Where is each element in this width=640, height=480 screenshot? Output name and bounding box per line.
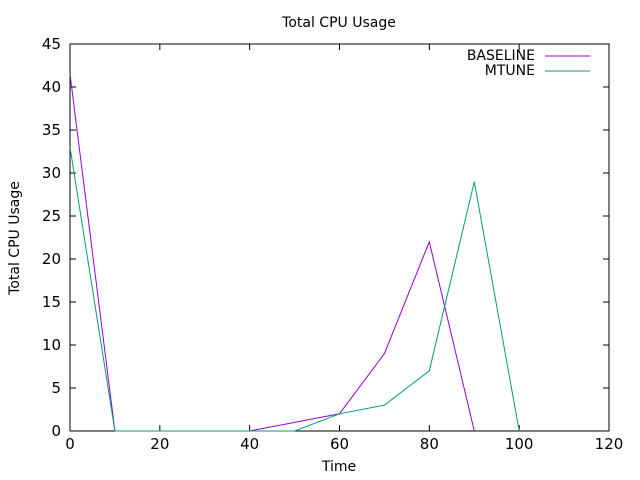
x-axis-title: Time (321, 459, 356, 475)
y-tick-label: 25 (42, 207, 61, 225)
x-tick-label: 100 (505, 435, 534, 453)
y-tick-label: 45 (42, 35, 61, 53)
y-tick-label: 5 (51, 379, 61, 397)
y-tick-label: 30 (42, 164, 61, 182)
series-layer (69, 74, 520, 432)
chart-title: Total CPU Usage (281, 15, 396, 31)
legend-label-mtune: MTUNE (485, 63, 535, 79)
x-tick-label: 40 (240, 435, 259, 453)
y-axis-title: Total CPU Usage (7, 181, 23, 296)
x-tick-label: 0 (65, 435, 75, 453)
y-tick-label: 15 (42, 293, 61, 311)
y-tick-label: 35 (42, 121, 61, 139)
x-tick-label: 20 (150, 435, 169, 453)
series-line-mtune (69, 147, 520, 432)
y-tick-label: 40 (42, 78, 61, 96)
plot-frame (69, 43, 610, 432)
series-line-baseline (69, 74, 475, 432)
x-tick-label: 120 (595, 435, 624, 453)
y-tick-label: 10 (42, 336, 61, 354)
x-tick-label: 80 (420, 435, 439, 453)
x-tick-label: 60 (330, 435, 349, 453)
y-tick-label: 20 (42, 250, 61, 268)
legend-label-baseline: BASELINE (467, 48, 535, 64)
y-tick-label: 0 (51, 422, 61, 440)
axis-ticks: 0 20 40 60 80 100 120 0 5 10 15 20 25 30 35 40 45 (42, 35, 623, 453)
